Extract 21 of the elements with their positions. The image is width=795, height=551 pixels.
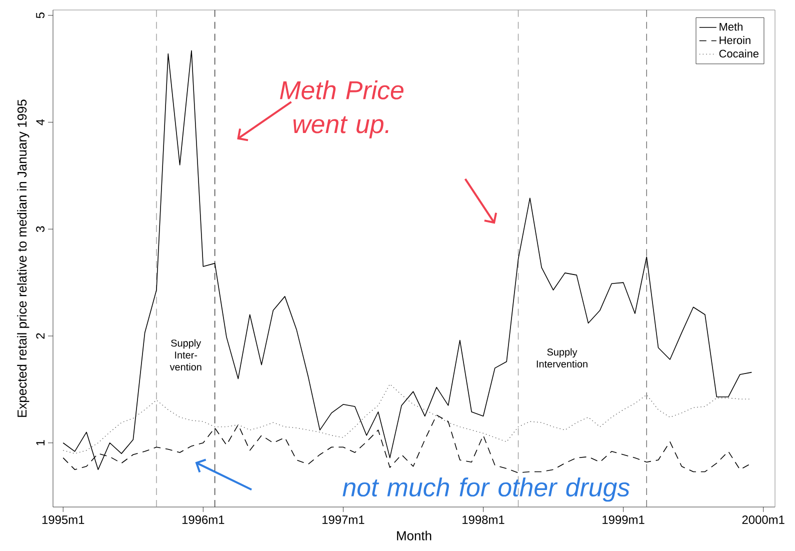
x-tick-label: 1998m1	[462, 516, 504, 524]
y-tick-label: 5	[36, 12, 44, 18]
x-axis-title: Month	[397, 530, 432, 540]
x-tick-label: 1999m1	[602, 516, 644, 524]
x-tick-label: 1995m1	[42, 516, 84, 524]
annotation: Meth Price went up.	[280, 80, 404, 138]
legend-label: Heroin	[720, 36, 750, 44]
legend-label: Meth	[720, 22, 742, 31]
y-tick-label: 2	[36, 333, 44, 339]
y-tick-label: 4	[36, 119, 44, 126]
y-tick-label: 1	[36, 440, 44, 446]
x-tick-label: 1997m1	[322, 516, 364, 524]
annotation: Supply Inter-vention	[170, 339, 202, 371]
line-series	[62, 384, 752, 454]
annotation: Supply Intervention	[536, 348, 588, 368]
y-axis-title: Expected retail price relative to median in January 1995	[17, 100, 30, 417]
y-tick-label: 3	[36, 226, 44, 232]
x-tick-label: 1996m1	[182, 516, 224, 524]
legend-label: Cocaine	[719, 49, 759, 58]
annotation: not much for other drugs	[342, 478, 630, 502]
x-tick-label: 2000m1	[742, 516, 784, 524]
